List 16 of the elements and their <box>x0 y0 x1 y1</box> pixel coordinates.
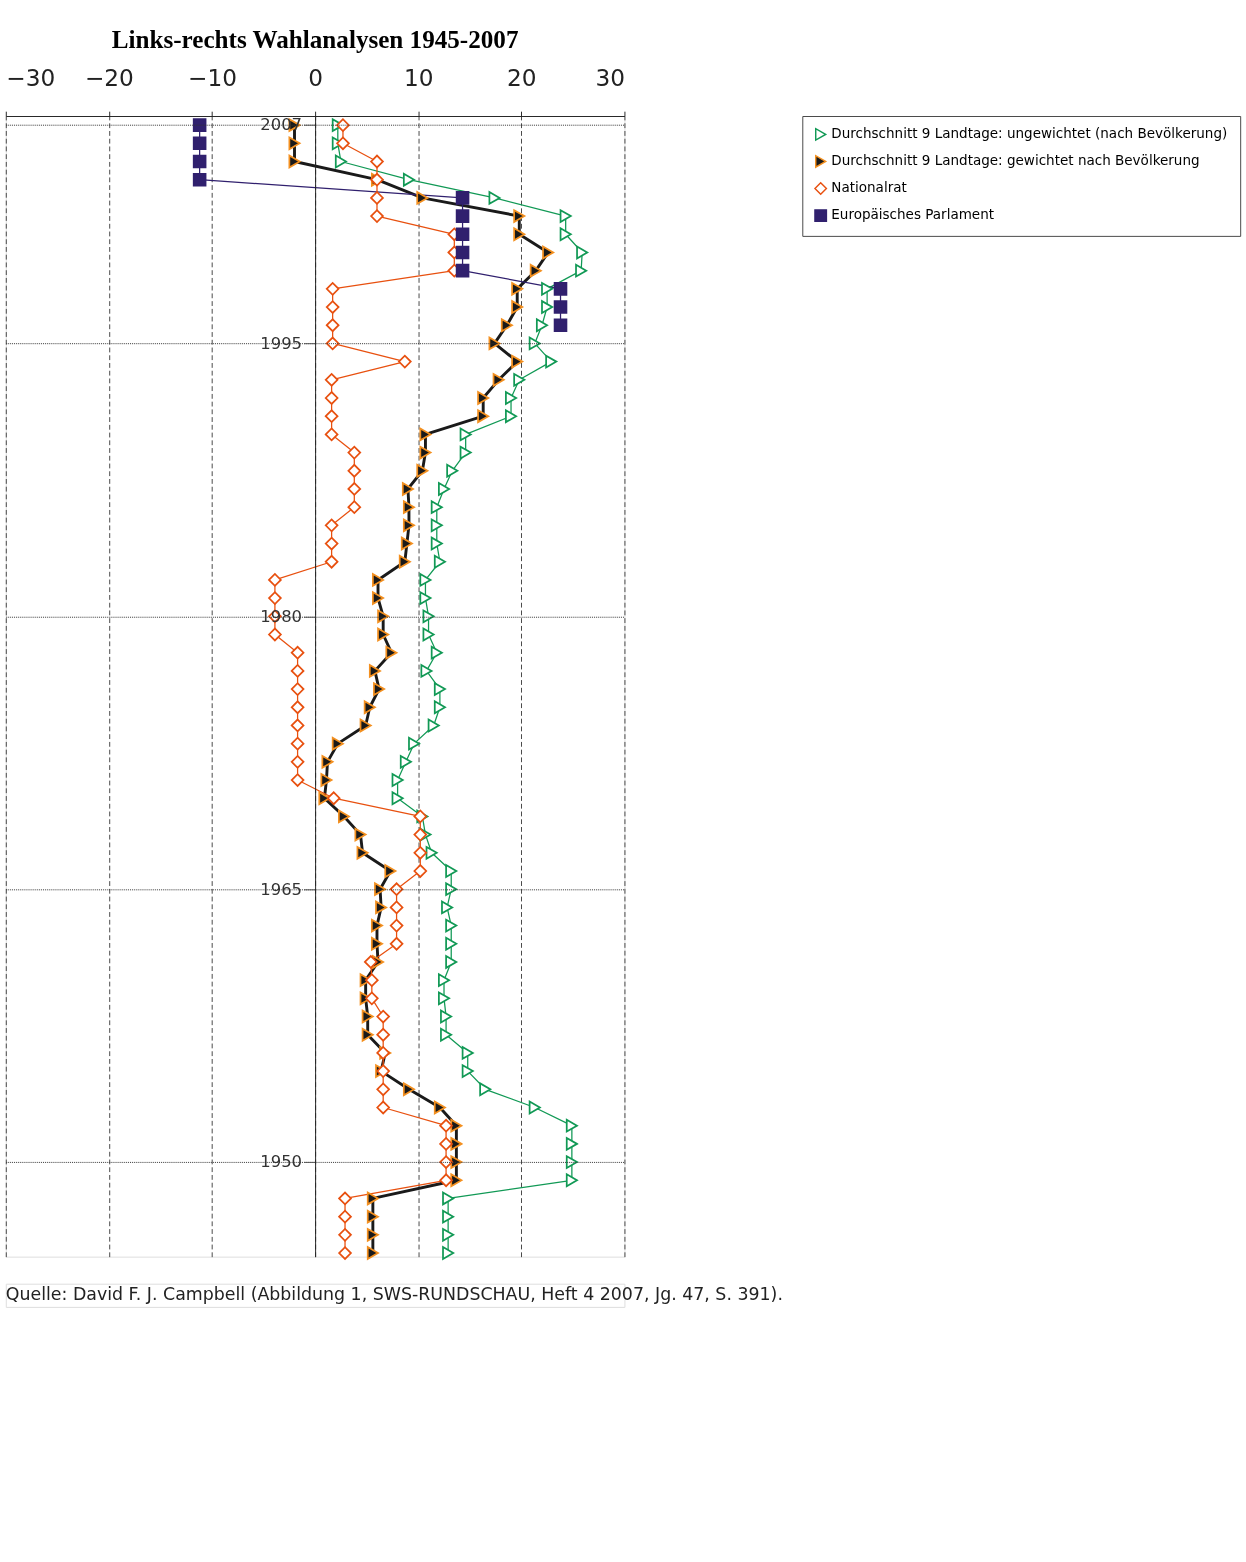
y-tick-label: 1965 <box>260 879 303 899</box>
x-tick-label: 30 <box>595 63 625 91</box>
y-tick-label: 1950 <box>260 1152 303 1172</box>
chart-title: Links-rechts Wahlanalysen 1945-2007 <box>111 26 519 54</box>
legend-label: Europäisches Parlament <box>831 206 995 223</box>
x-tick-label: 0 <box>308 63 323 91</box>
x-tick-label: 10 <box>403 63 434 91</box>
x-tick-label: −10 <box>188 63 237 91</box>
x-tick-label: −20 <box>84 63 134 91</box>
legend-label: Durchschnitt 9 Landtage: gewichtet nach Bevölkerung <box>831 152 1200 169</box>
x-tick-label: −30 <box>6 63 56 91</box>
x-tick-label: 20 <box>507 63 537 91</box>
source-note: Quelle: David F. J. Campbell (Abbildung 1, SWS-RUNDSCHAU, Heft 4 2007, Jg. 47, S. 391). <box>5 1284 783 1305</box>
legend-label: Nationalrat <box>831 179 907 196</box>
legend-label: Durchschnitt 9 Landtage: ungewichtet (nach Bevölkerung) <box>831 125 1228 142</box>
y-tick-label: 1995 <box>260 333 303 353</box>
